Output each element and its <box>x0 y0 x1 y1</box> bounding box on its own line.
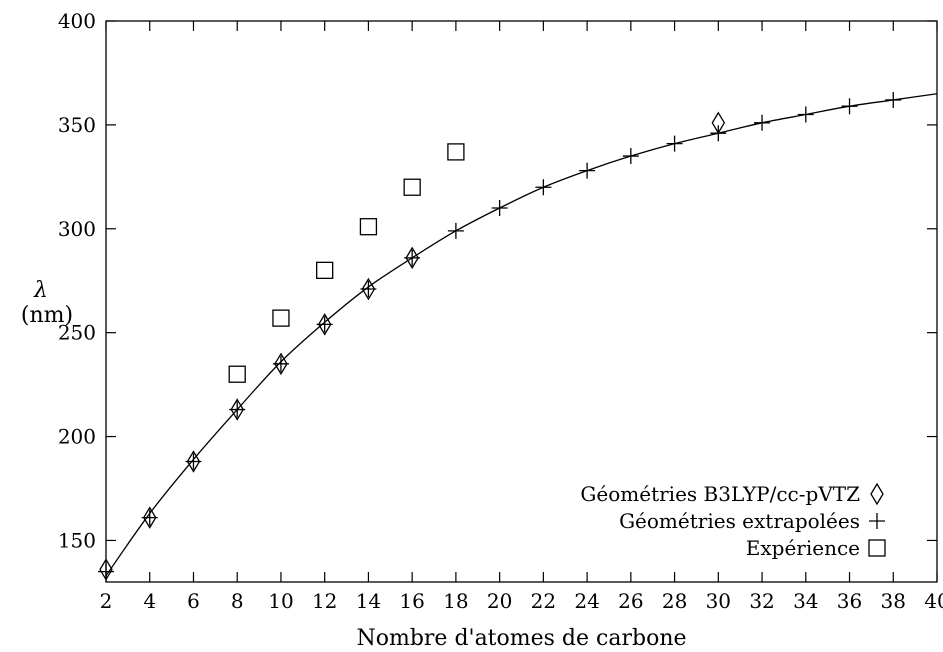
x-tick-label: 4 <box>143 589 156 613</box>
diamond-point <box>274 352 288 376</box>
plus-point <box>229 401 246 418</box>
y-tick-label: 350 <box>58 113 96 137</box>
plus-point <box>754 114 771 131</box>
plus-point <box>272 355 289 372</box>
plus-point <box>447 222 464 239</box>
plus-point <box>316 316 333 333</box>
diamond-point <box>361 277 376 301</box>
y-axis-unit: (nm) <box>21 303 73 328</box>
square-point <box>272 309 290 327</box>
x-tick-label: 2 <box>100 589 113 613</box>
square-point <box>228 365 246 383</box>
x-tick-label: 28 <box>662 589 687 613</box>
square-point <box>316 261 334 279</box>
diamond-point <box>186 450 201 473</box>
x-axis-label: Nombre d'atomes de carbone <box>356 626 686 651</box>
square-point <box>447 143 465 161</box>
x-tick-label: 12 <box>312 589 337 613</box>
plot-frame <box>105 20 938 583</box>
y-axis-label: λ <box>33 278 48 303</box>
plus-point <box>885 91 902 108</box>
x-tick-label: 8 <box>231 589 244 613</box>
x-tick-label: 34 <box>793 589 818 613</box>
plus-point <box>404 249 421 266</box>
square-point <box>403 178 421 196</box>
x-tick-label: 20 <box>487 589 512 613</box>
diamond-point <box>405 246 419 270</box>
y-tick-label: 200 <box>58 425 96 449</box>
y-tick-label: 300 <box>58 217 96 241</box>
x-tick-label: 18 <box>443 589 468 613</box>
plus-point <box>98 563 114 580</box>
x-tick-label: 24 <box>574 589 599 613</box>
plus-point <box>491 200 508 216</box>
legend-label: Géométries extrapolées <box>619 509 860 533</box>
x-tick-label: 32 <box>749 589 774 613</box>
plus-point <box>797 106 814 123</box>
x-tick-label: 30 <box>706 589 731 613</box>
x-tick-label: 40 <box>924 589 943 613</box>
plus-point <box>622 148 639 165</box>
y-tick-label: 150 <box>58 528 96 552</box>
legend-label: Expérience <box>746 536 860 560</box>
plus-point <box>141 509 158 526</box>
plus-point <box>666 135 683 152</box>
diamond-point <box>317 313 332 336</box>
x-tick-label: 38 <box>881 589 906 613</box>
square-point <box>359 218 378 236</box>
x-tick-label: 10 <box>268 589 293 613</box>
plus-point <box>710 125 727 142</box>
x-tick-label: 6 <box>187 589 200 613</box>
x-tick-label: 26 <box>618 589 643 613</box>
legend-symbol-plus <box>869 513 885 529</box>
plus-point <box>841 98 858 115</box>
x-tick-label: 14 <box>356 589 381 613</box>
y-tick-label: 400 <box>58 9 96 33</box>
x-tick-label: 36 <box>837 589 862 613</box>
diamond-point <box>142 506 157 529</box>
plus-point <box>535 179 552 196</box>
legend-symbol-diamond <box>870 482 884 506</box>
diamond-point <box>230 398 244 421</box>
plus-point <box>185 453 202 470</box>
legend-symbol-square <box>868 539 886 557</box>
legend-label: Géométries B3LYP/cc-pVTZ <box>580 482 860 506</box>
plus-point <box>579 162 596 179</box>
plus-point <box>360 281 377 298</box>
x-tick-label: 22 <box>531 589 556 613</box>
x-tick-label: 16 <box>399 589 424 613</box>
y-tick-label: 250 <box>58 321 96 345</box>
